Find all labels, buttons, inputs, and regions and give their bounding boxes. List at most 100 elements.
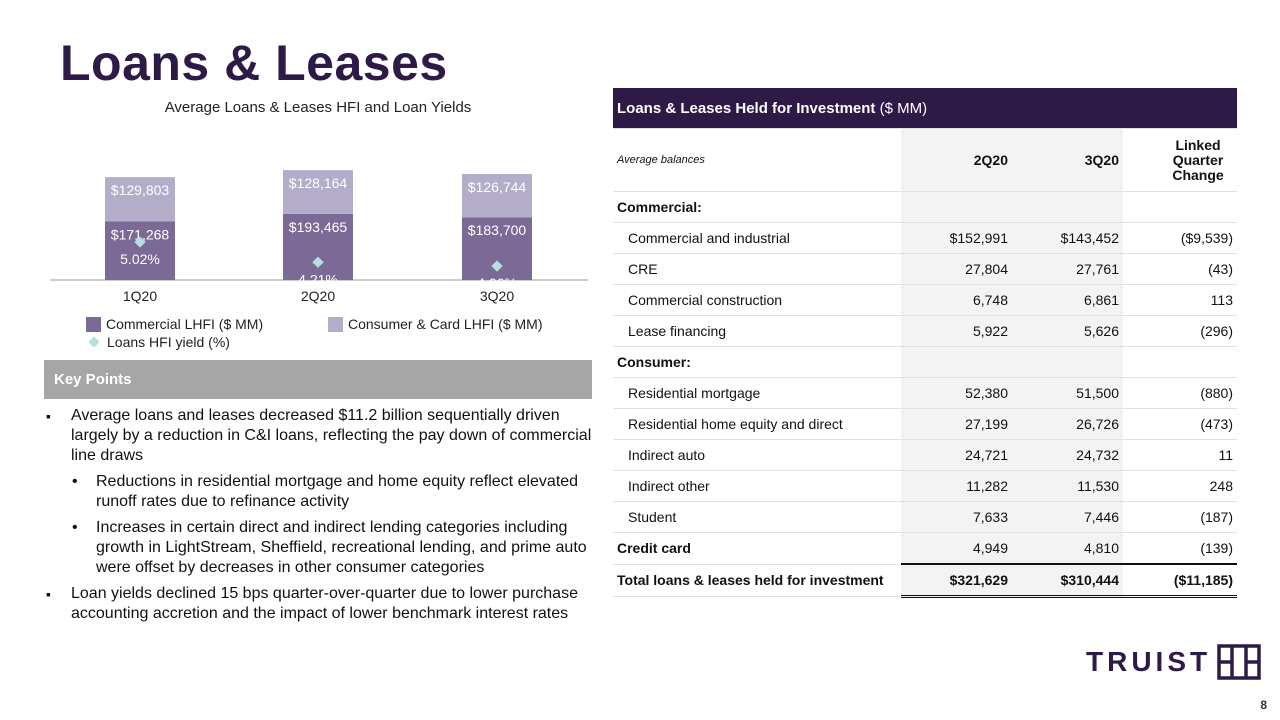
x-tick-label: 2Q20 — [301, 288, 335, 304]
bar-consumer — [105, 177, 175, 222]
section-label-commercial: Commercial: — [613, 191, 901, 223]
row-3q20: 4,810 — [1012, 532, 1123, 565]
table-title-row: Loans & Leases Held for Investment ($ MM… — [613, 88, 1237, 129]
row-3q20: 6,861 — [1012, 284, 1123, 316]
x-tick-label: 3Q20 — [480, 288, 514, 304]
row-2q20: $152,991 — [901, 222, 1012, 254]
page-number: 8 — [1260, 698, 1267, 712]
bullet-loans-decrease: Average loans and leases decreased $11.2… — [44, 406, 596, 466]
row-label: Indirect other — [613, 470, 901, 502]
section-row-commercial: Commercial: — [613, 191, 1237, 223]
legend-item-consumer: Consumer & Card LHFI ($ MM) — [328, 316, 542, 332]
row-label: Commercial construction — [613, 284, 901, 316]
total-2q20: $321,629 — [901, 563, 1012, 598]
legend-label-commercial: Commercial LHFI ($ MM) — [106, 316, 264, 332]
col-header-2q20: 2Q20 — [901, 128, 1012, 192]
row-2q20: 6,748 — [901, 284, 1012, 316]
row-label: Lease financing — [613, 315, 901, 347]
row-2q20: 24,721 — [901, 439, 1012, 471]
col-header-linked-change-text: Linked Quarter Change — [1172, 136, 1224, 183]
legend-swatch-consumer — [328, 316, 343, 332]
total-row: Total loans & leases held for investment… — [613, 563, 1237, 598]
row-3q20: 5,626 — [1012, 315, 1123, 347]
x-tick-label: 1Q20 — [123, 288, 157, 304]
row-label: Credit card — [613, 532, 901, 565]
row-2q20: 4,949 — [901, 532, 1012, 565]
row-label: Residential mortgage — [613, 377, 901, 409]
table-row: Credit card 4,949 4,810 (139) — [613, 532, 1237, 565]
section-empty-cell — [901, 191, 1012, 223]
label-commercial: $183,700 — [468, 222, 527, 238]
section-empty-cell — [1012, 191, 1123, 223]
truist-mark-icon — [1217, 644, 1261, 680]
row-change: (43) — [1123, 253, 1237, 285]
section-empty-cell — [1012, 346, 1123, 378]
row-label: Commercial and industrial — [613, 222, 901, 254]
total-3q20: $310,444 — [1012, 563, 1123, 598]
row-change: 11 — [1123, 439, 1237, 471]
logo-text: TRUIST — [1086, 646, 1212, 677]
bar-consumer — [462, 173, 532, 218]
row-3q20: 11,530 — [1012, 470, 1123, 502]
key-points-header: Key Points — [44, 360, 592, 399]
section-empty-cell — [1123, 346, 1237, 378]
label-yield: 4.06% — [477, 275, 517, 291]
stacked-bar-chart: $129,803 $171,268 5.02% 1Q20 $128,164 $193,46… — [50, 170, 588, 304]
page-title: Loans & Leases — [60, 35, 448, 91]
table-row: Indirect auto 24,721 24,732 11 — [613, 439, 1237, 471]
legend-item-yield: Loans HFI yield (%) — [86, 334, 230, 350]
label-commercial: $193,465 — [289, 219, 348, 235]
row-3q20: 7,446 — [1012, 501, 1123, 533]
section-label-consumer: Consumer: — [613, 346, 901, 378]
table-title: Loans & Leases Held for Investment ($ MM… — [613, 88, 1237, 129]
label-commercial: $171,268 — [111, 226, 170, 242]
col-header-average-balances: Average balances — [613, 128, 901, 192]
row-label: Indirect auto — [613, 439, 901, 471]
table-title-bold: Loans & Leases Held for Investment — [617, 99, 876, 117]
table-row: Indirect other 11,282 11,530 248 — [613, 470, 1237, 502]
row-2q20: 27,199 — [901, 408, 1012, 440]
row-change: (473) — [1123, 408, 1237, 440]
row-3q20: 26,726 — [1012, 408, 1123, 440]
col-header-3q20: 3Q20 — [1012, 128, 1123, 192]
label-yield: 4.21% — [298, 271, 338, 287]
label-consumer: $126,744 — [468, 179, 527, 195]
row-change: (139) — [1123, 532, 1237, 565]
row-3q20: 27,761 — [1012, 253, 1123, 285]
table-row: Residential mortgage 52,380 51,500 (880) — [613, 377, 1237, 409]
sub-bullet-residential: Reductions in residential mortgage and h… — [44, 472, 596, 512]
table-title-unit: ($ MM) — [875, 99, 928, 117]
row-3q20: 51,500 — [1012, 377, 1123, 409]
bar-commercial — [105, 221, 175, 280]
row-2q20: 52,380 — [901, 377, 1012, 409]
legend-diamond-icon — [88, 336, 100, 348]
legend-label-yield: Loans HFI yield (%) — [107, 334, 230, 350]
loans-table: Loans & Leases Held for Investment ($ MM… — [613, 88, 1237, 598]
row-change: 248 — [1123, 470, 1237, 502]
row-label: Student — [613, 501, 901, 533]
label-consumer: $128,164 — [289, 175, 348, 191]
table-row: Residential home equity and direct 27,19… — [613, 408, 1237, 440]
sub-bullet-direct-indirect: Increases in certain direct and indirect… — [44, 518, 596, 578]
legend-label-consumer: Consumer & Card LHFI ($ MM) — [348, 316, 543, 332]
row-2q20: 27,804 — [901, 253, 1012, 285]
bar-commercial — [283, 213, 353, 280]
row-label: Residential home equity and direct — [613, 408, 901, 440]
row-change: (880) — [1123, 377, 1237, 409]
row-change: ($9,539) — [1123, 222, 1237, 254]
total-change: ($11,185) — [1123, 563, 1237, 598]
table-row: Commercial construction 6,748 6,861 113 — [613, 284, 1237, 316]
table-row: CRE 27,804 27,761 (43) — [613, 253, 1237, 285]
row-2q20: 5,922 — [901, 315, 1012, 347]
section-empty-cell — [1123, 191, 1237, 223]
table-row: Commercial and industrial $152,991 $143,… — [613, 222, 1237, 254]
row-3q20: $143,452 — [1012, 222, 1123, 254]
legend-swatch-commercial — [86, 316, 101, 332]
row-2q20: 11,282 — [901, 470, 1012, 502]
row-change: (296) — [1123, 315, 1237, 347]
key-points-list: Average loans and leases decreased $11.2… — [44, 406, 596, 630]
row-change: 113 — [1123, 284, 1237, 316]
row-change: (187) — [1123, 501, 1237, 533]
table-row: Lease financing 5,922 5,626 (296) — [613, 315, 1237, 347]
label-yield: 5.02% — [120, 251, 160, 267]
